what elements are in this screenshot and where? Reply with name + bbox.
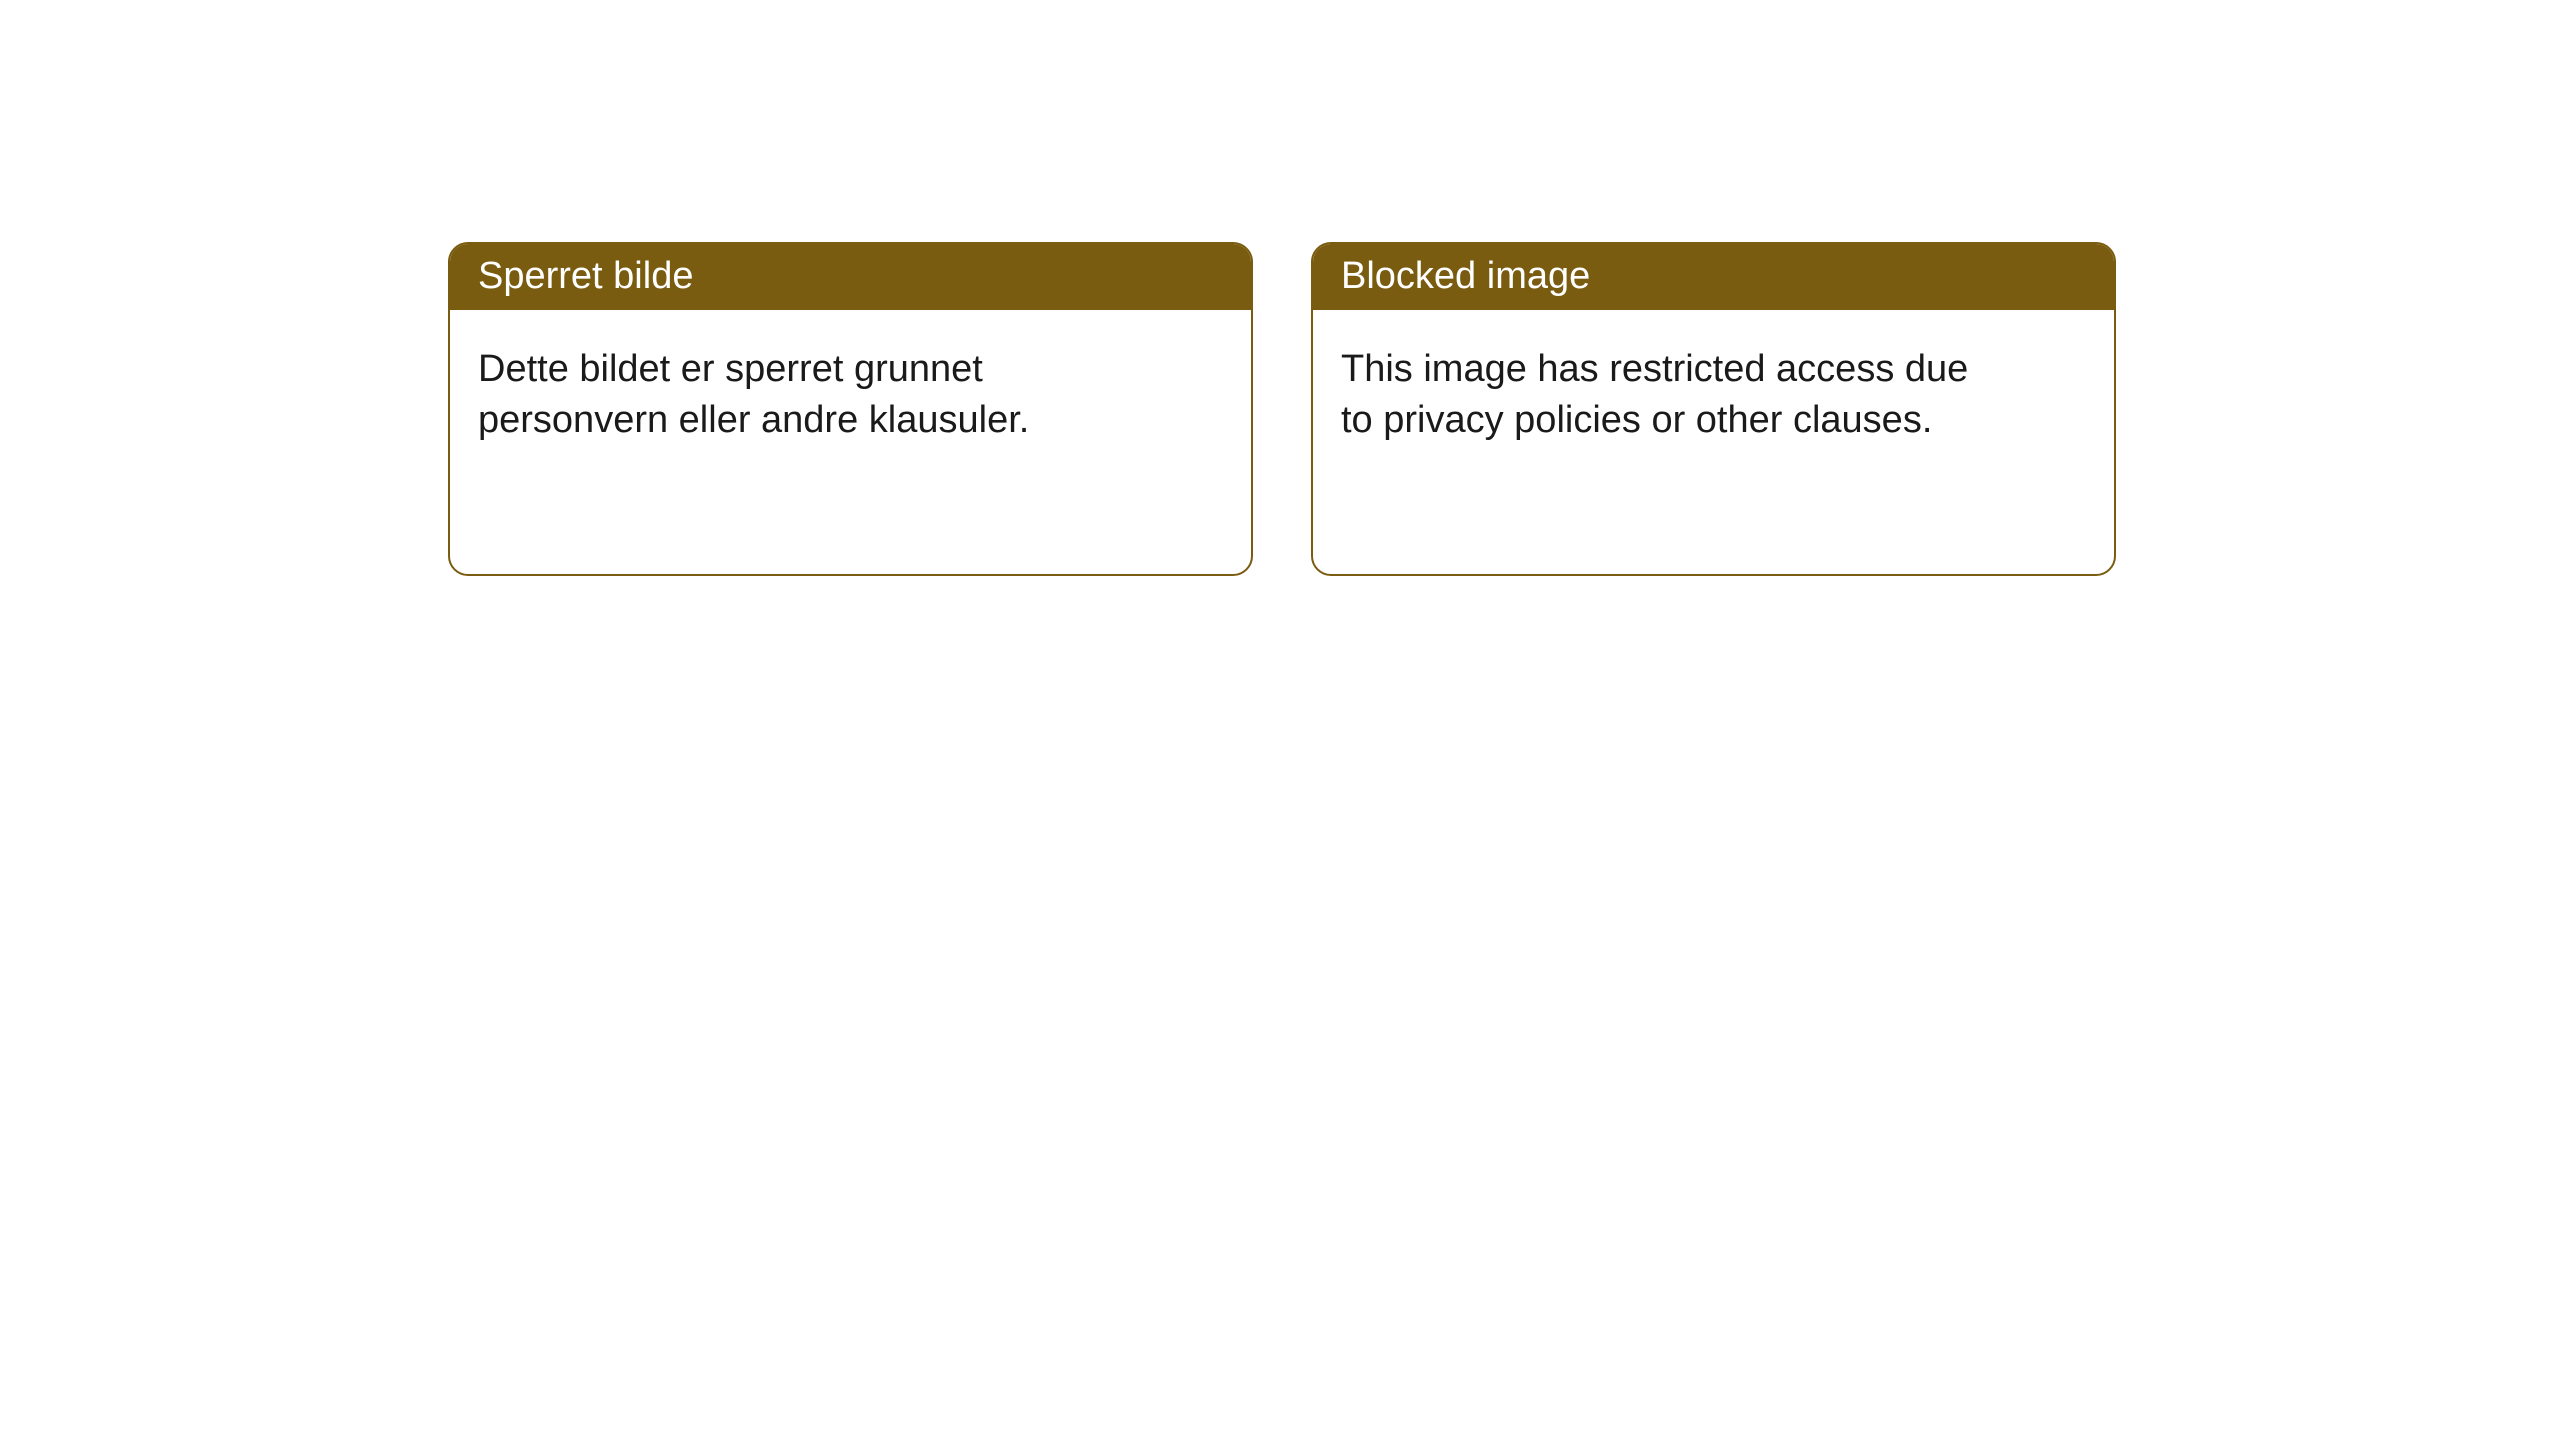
notice-card-norwegian: Sperret bilde Dette bildet er sperret gr… xyxy=(448,242,1253,576)
notice-cards-container: Sperret bilde Dette bildet er sperret gr… xyxy=(448,242,2116,576)
card-title: Sperret bilde xyxy=(478,255,693,297)
card-header-norwegian: Sperret bilde xyxy=(450,244,1251,310)
card-header-english: Blocked image xyxy=(1313,244,2114,310)
card-body-english: This image has restricted access due to … xyxy=(1313,310,2013,481)
card-title: Blocked image xyxy=(1341,255,1590,297)
card-body-norwegian: Dette bildet er sperret grunnet personve… xyxy=(450,310,1150,481)
card-message: Dette bildet er sperret grunnet personve… xyxy=(478,348,1029,441)
card-message: This image has restricted access due to … xyxy=(1341,348,1968,441)
notice-card-english: Blocked image This image has restricted … xyxy=(1311,242,2116,576)
